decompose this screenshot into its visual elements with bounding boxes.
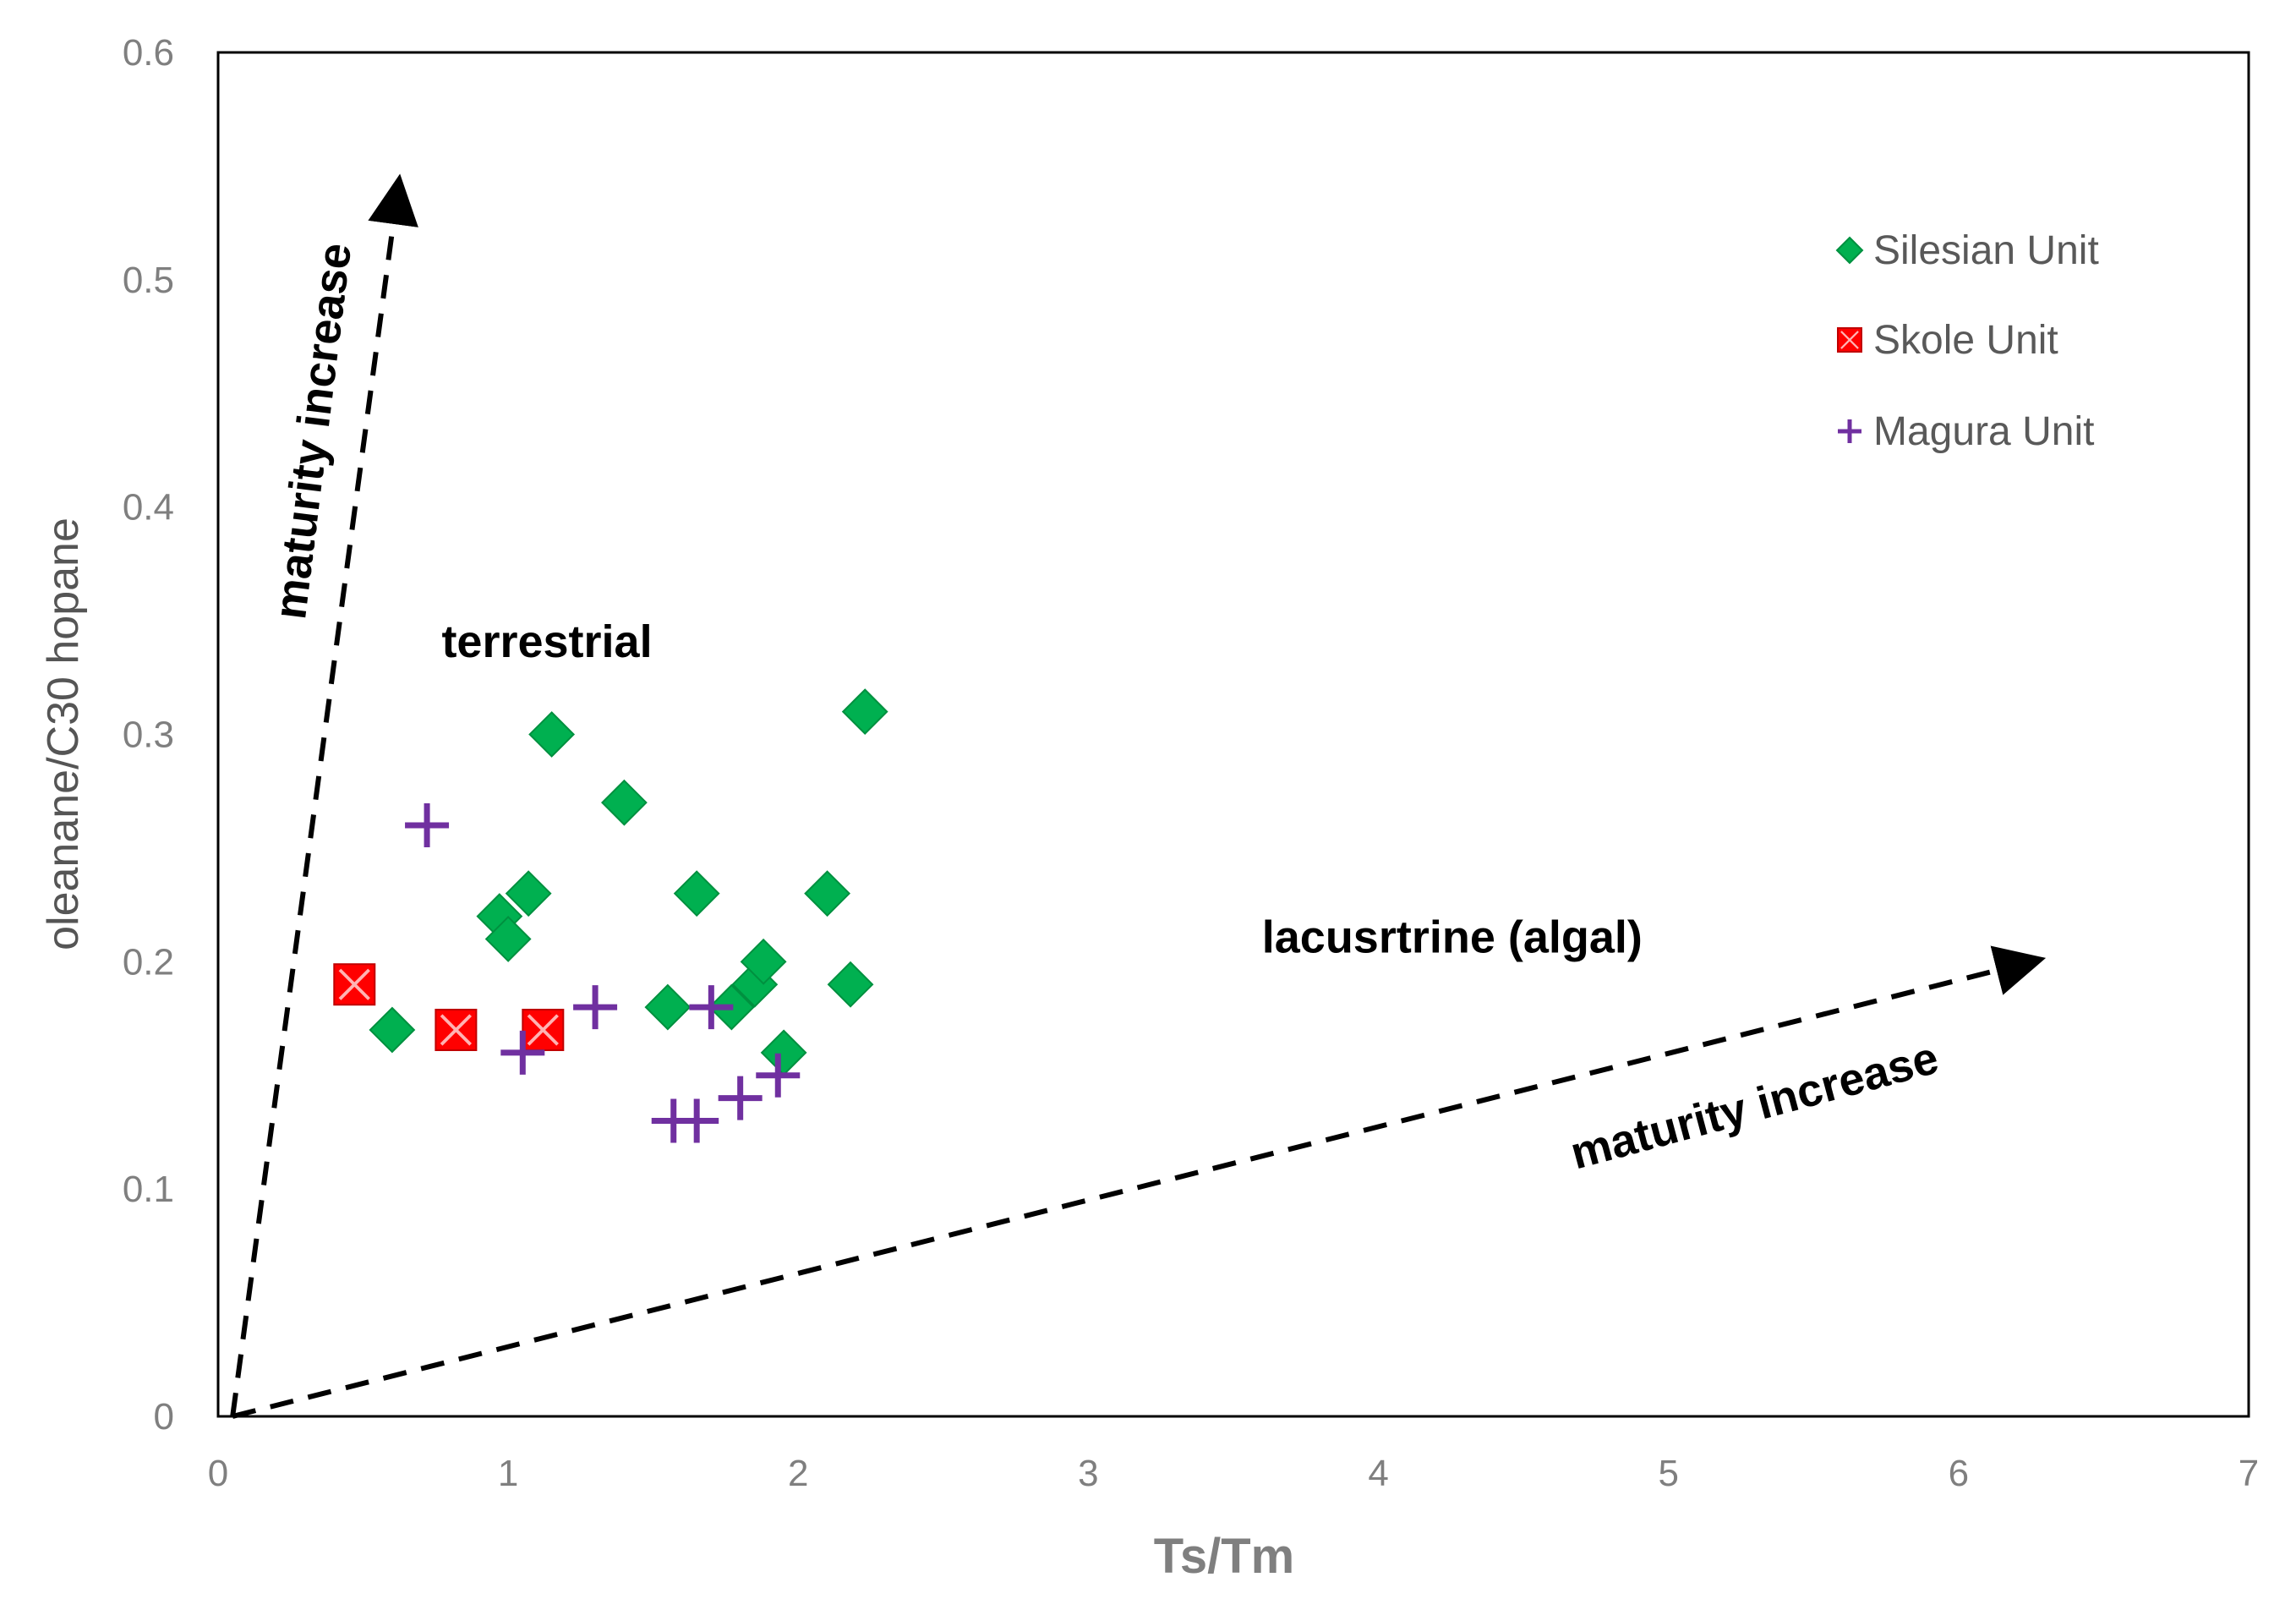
y-axis-ticks: 0 0.1 0.2 0.3 0.4 0.5 0.6 <box>123 32 174 1438</box>
point-magura <box>500 1030 545 1075</box>
legend-diamond-icon <box>1835 236 1864 265</box>
point-silesian <box>760 1029 807 1076</box>
legend-marker-silesian <box>1835 236 1864 265</box>
point-magura <box>718 1076 763 1120</box>
point-silesian <box>528 711 576 758</box>
point-magura <box>405 803 450 848</box>
point-silesian <box>369 1006 416 1054</box>
x-tick-label: 7 <box>2239 1453 2259 1494</box>
data-points <box>333 688 888 1143</box>
point-silesian <box>804 870 851 917</box>
legend-marker-skole <box>1837 327 1862 353</box>
point-skole <box>333 963 376 1006</box>
x-tick-label: 4 <box>1368 1453 1388 1494</box>
y-tick-label: 0.6 <box>123 32 174 74</box>
point-skole <box>435 1008 478 1051</box>
y-tick-label: 0.5 <box>123 260 174 301</box>
legend-plus-icon <box>1838 419 1861 443</box>
point-magura <box>573 985 618 1030</box>
annotation-terrestrial: terrestrial <box>441 616 652 667</box>
x-tick-label: 5 <box>1658 1453 1678 1494</box>
point-silesian <box>484 916 532 962</box>
legend-label-magura: Magura Unit <box>1873 409 2094 454</box>
x-tick-label: 6 <box>1949 1453 1969 1494</box>
x-tick-label: 0 <box>208 1453 228 1494</box>
maturity-arrow-horizontal <box>232 945 2047 1419</box>
plot-area-frame <box>216 51 2250 1418</box>
point-skole <box>522 1008 565 1051</box>
x-axis-ticks: 0 1 2 3 4 5 6 7 <box>208 1453 2259 1494</box>
legend-square-x-icon <box>1837 327 1862 353</box>
point-magura <box>689 985 734 1030</box>
legend: Silesian Unit Skole Unit Magura Unit <box>1835 228 2099 454</box>
x-tick-label: 3 <box>1078 1453 1098 1494</box>
y-tick-label: 0 <box>154 1396 174 1438</box>
annotation-lacustrine: lacusrtrine (algal) <box>1262 912 1643 962</box>
x-tick-label: 1 <box>498 1453 518 1494</box>
annotation-maturity-increase-horizontal: maturity increase <box>1566 1032 1944 1180</box>
point-silesian <box>841 688 888 736</box>
y-tick-label: 0.3 <box>123 715 174 756</box>
y-axis-title: oleanane/C30 hopane <box>39 518 88 950</box>
legend-label-silesian: Silesian Unit <box>1873 228 2099 273</box>
point-silesian <box>673 870 720 917</box>
y-tick-label: 0.2 <box>123 941 174 983</box>
legend-marker-magura <box>1838 419 1861 443</box>
x-tick-label: 2 <box>788 1453 808 1494</box>
point-magura <box>675 1098 719 1143</box>
point-silesian <box>740 938 787 985</box>
point-silesian <box>644 983 692 1031</box>
point-silesian <box>827 961 874 1008</box>
x-axis-title: Ts/Tm <box>1154 1529 1295 1584</box>
y-tick-label: 0.4 <box>123 487 174 528</box>
maturity-arrow-vertical <box>230 173 418 1417</box>
y-tick-label: 0.1 <box>123 1169 174 1210</box>
point-magura <box>756 1053 801 1098</box>
legend-label-skole: Skole Unit <box>1873 318 2058 363</box>
point-silesian <box>505 870 552 917</box>
point-silesian <box>600 779 648 826</box>
